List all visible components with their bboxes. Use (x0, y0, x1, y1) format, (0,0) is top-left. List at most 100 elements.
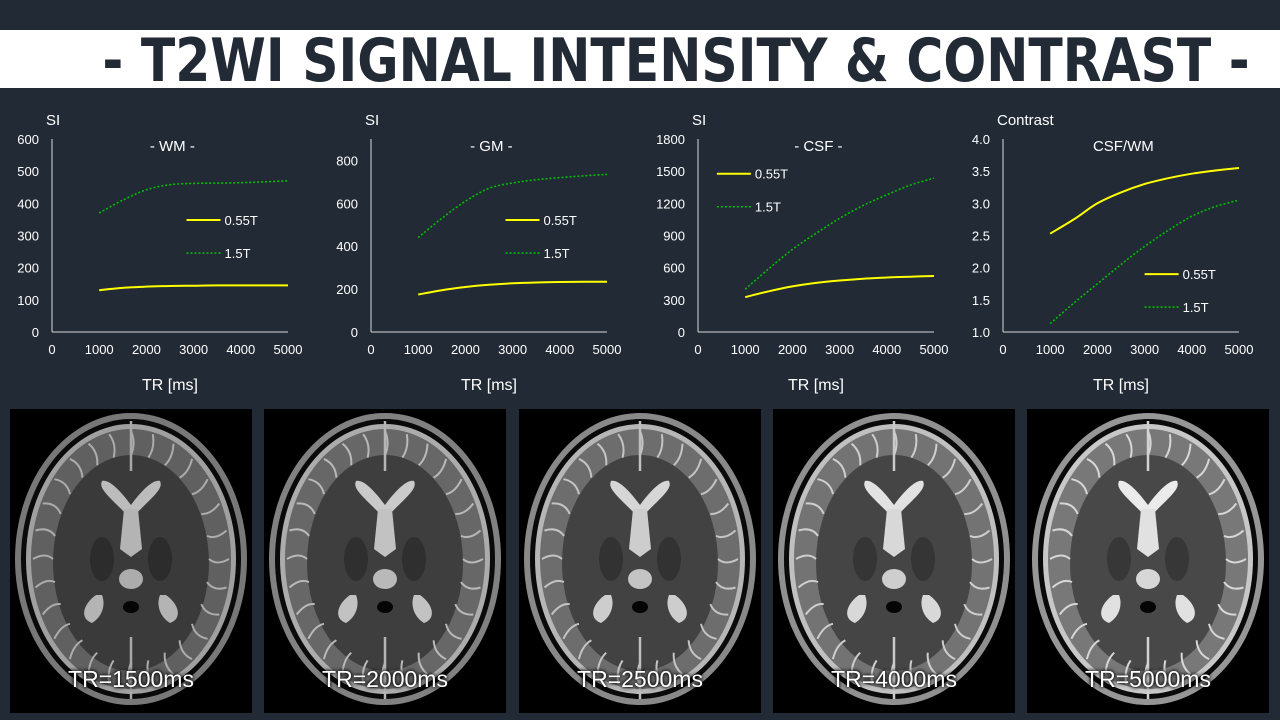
x-tick-label: 3000 (498, 342, 527, 357)
right-basal-ganglia (1165, 537, 1189, 581)
y-tick-label: 1.0 (972, 325, 990, 340)
y-tick-label: 100 (17, 293, 39, 308)
x-tick-label: 2000 (451, 342, 480, 357)
third-ventricle (373, 569, 397, 589)
flow-void (886, 601, 902, 613)
ventricle-body (883, 509, 905, 557)
scan-caption: TR=1500ms (68, 666, 194, 692)
x-tick-label: 0 (694, 342, 701, 357)
left-occipital-horn (84, 595, 104, 623)
left-basal-ganglia (853, 537, 877, 581)
series-line-0-55T (418, 280, 607, 296)
left-occipital-horn (1101, 595, 1121, 623)
series-line-1-5T (98, 180, 289, 214)
y-axis-label: SI (46, 112, 60, 129)
y-tick-label: 4.0 (972, 132, 990, 147)
legend-label: 1.5T (1183, 300, 1209, 315)
legend-label: 0.55T (225, 213, 258, 228)
scan-caption: TR=4000ms (831, 666, 957, 692)
scan-caption: TR=2500ms (577, 666, 703, 692)
sulci (541, 430, 739, 688)
brain-image (15, 413, 247, 705)
left-occipital-horn (593, 595, 613, 623)
right-occipital-horn (921, 595, 941, 623)
right-occipital-horn (412, 595, 432, 623)
y-tick-label: 0 (351, 325, 358, 340)
right-occipital-horn (667, 595, 687, 623)
page-title: - T2WI SIGNAL INTENSITY & CONTRAST - (102, 26, 1250, 96)
y-tick-label: 200 (17, 261, 39, 276)
chart-title: - CSF - (794, 138, 842, 155)
frontal-horns (864, 480, 924, 519)
y-tick-label: 400 (336, 239, 358, 254)
third-ventricle (628, 569, 652, 589)
legend-label: 1.5T (544, 246, 570, 261)
ventricle-body (374, 509, 396, 557)
mri-scan-tr2500: TR=2500ms (519, 409, 761, 713)
third-ventricle (1136, 569, 1160, 589)
y-tick-label: 500 (17, 164, 39, 179)
y-tick-label: 300 (663, 293, 685, 308)
charts-row: SI - WM -0 100 200 300 400 500 600 0 1000 2000 3000… (0, 95, 1280, 405)
y-tick-label: 1500 (656, 164, 685, 179)
y-axis-label: Contrast (997, 112, 1055, 129)
right-basal-ganglia (657, 537, 681, 581)
mri-scan-tr2000: TR=2000ms (264, 409, 506, 713)
scan-gallery: TR=1500ms TR=2000ms TR=2500ms TR=4000ms … (0, 409, 1280, 713)
series-line-1-5T (417, 173, 608, 239)
x-tick-label: 2000 (1083, 342, 1112, 357)
y-tick-label: 1.5 (972, 293, 990, 308)
x-axis-label: TR [ms] (461, 377, 517, 394)
brain-image (269, 413, 501, 705)
y-tick-label: 600 (336, 196, 358, 211)
left-basal-ganglia (344, 537, 368, 581)
ventricle-body (120, 509, 142, 557)
right-basal-ganglia (402, 537, 426, 581)
y-tick-label: 300 (17, 229, 39, 244)
frontal-horns (1118, 480, 1178, 519)
left-occipital-horn (338, 595, 358, 623)
y-tick-label: 0 (32, 325, 39, 340)
chart-title: - WM - (150, 138, 195, 155)
x-tick-label: 1000 (731, 342, 760, 357)
x-axis-label: TR [ms] (142, 377, 198, 394)
x-tick-label: 5000 (274, 342, 303, 357)
flow-void (123, 601, 139, 613)
brain-image (778, 413, 1010, 705)
x-axis-label: TR [ms] (788, 377, 844, 394)
third-ventricle (119, 569, 143, 589)
ventricle-body (1137, 509, 1159, 557)
x-tick-label: 1000 (404, 342, 433, 357)
y-tick-label: 2.0 (972, 261, 990, 276)
third-ventricle (882, 569, 906, 589)
chart-title: - GM - (470, 138, 513, 155)
left-basal-ganglia (90, 537, 114, 581)
x-tick-label: 5000 (593, 342, 622, 357)
left-basal-ganglia (599, 537, 623, 581)
x-tick-label: 3000 (179, 342, 208, 357)
brain-image (524, 413, 756, 705)
y-tick-label: 1800 (656, 132, 685, 147)
x-tick-label: 0 (48, 342, 55, 357)
legend-label: 0.55T (1183, 267, 1216, 282)
sulci (795, 430, 993, 688)
right-basal-ganglia (148, 537, 172, 581)
y-tick-label: 0 (678, 325, 685, 340)
y-tick-label: 3.5 (972, 164, 990, 179)
x-tick-label: 4000 (545, 342, 574, 357)
right-basal-ganglia (911, 537, 935, 581)
sulci (32, 430, 230, 688)
series-line-0-55T (744, 275, 935, 299)
x-tick-label: 4000 (226, 342, 255, 357)
y-tick-label: 200 (336, 282, 358, 297)
x-tick-label: 1000 (85, 342, 114, 357)
x-tick-label: 0 (367, 342, 374, 357)
x-tick-label: 0 (999, 342, 1006, 357)
flow-void (632, 601, 648, 613)
y-tick-label: 2.5 (972, 229, 990, 244)
y-tick-label: 400 (17, 196, 39, 211)
left-occipital-horn (847, 595, 867, 623)
mri-scan-tr4000: TR=4000ms (773, 409, 1015, 713)
series-line-1-5T (1049, 199, 1240, 325)
y-tick-label: 3.0 (972, 196, 990, 211)
